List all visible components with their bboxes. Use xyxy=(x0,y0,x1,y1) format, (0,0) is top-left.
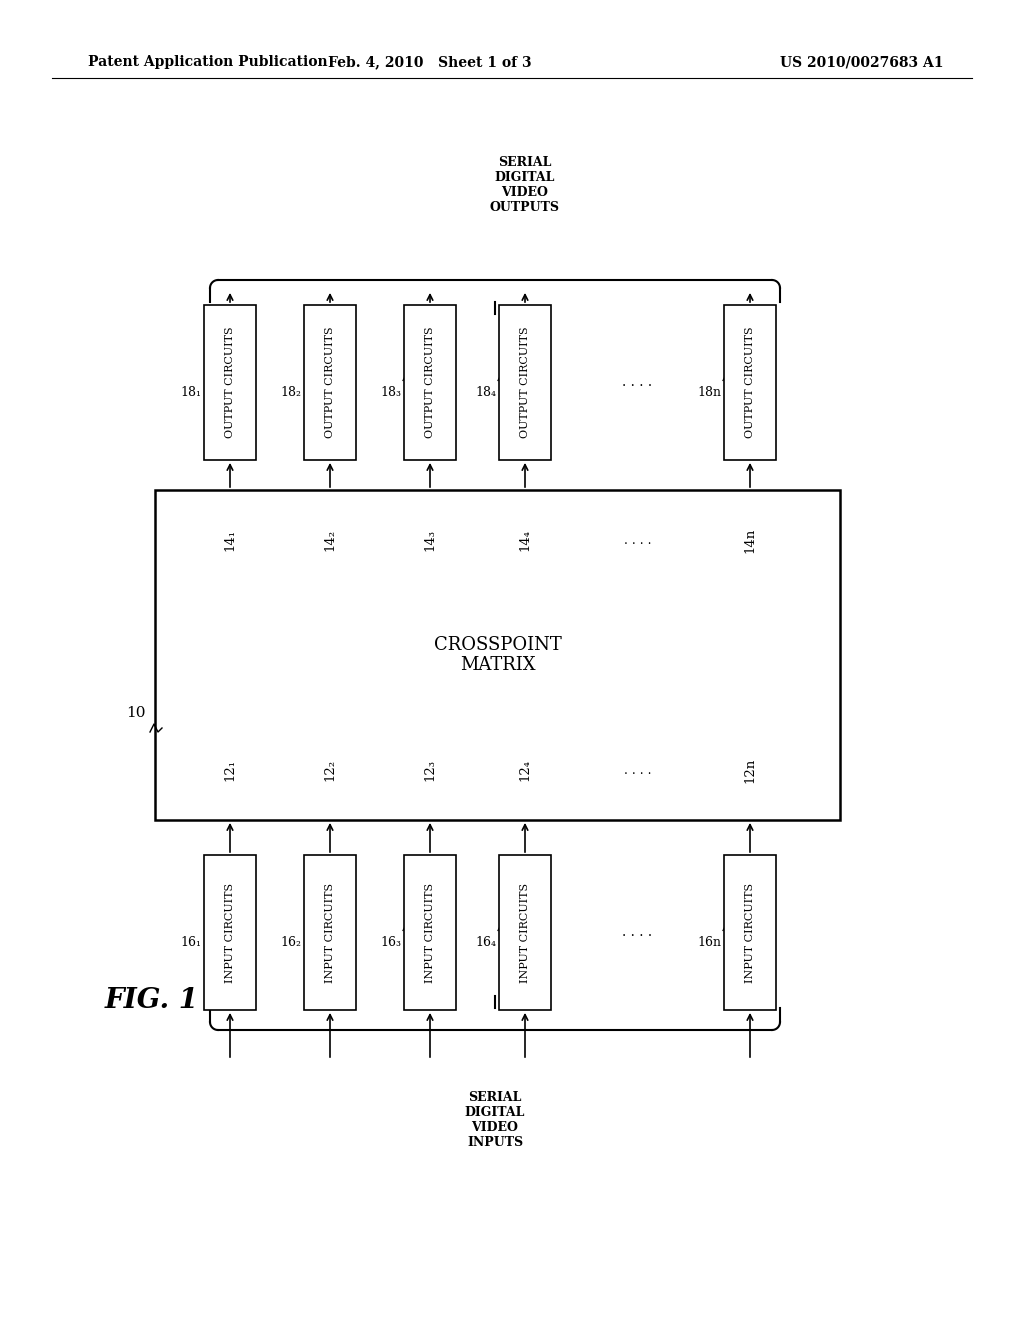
Text: INPUT CIRCUITS: INPUT CIRCUITS xyxy=(520,883,530,982)
Text: 16₄: 16₄ xyxy=(475,936,496,949)
Text: 12₃: 12₃ xyxy=(424,759,436,781)
Text: . . . .: . . . . xyxy=(624,533,651,546)
Text: 18n: 18n xyxy=(697,385,721,399)
Text: OUTPUT CIRCUITS: OUTPUT CIRCUITS xyxy=(225,326,234,438)
Text: 12₄: 12₄ xyxy=(518,759,531,781)
Bar xyxy=(304,855,356,1010)
Bar xyxy=(304,305,356,459)
Text: 16n: 16n xyxy=(697,936,721,949)
Bar xyxy=(404,305,456,459)
Text: INPUT CIRCUITS: INPUT CIRCUITS xyxy=(745,883,755,982)
Text: 14₄: 14₄ xyxy=(518,529,531,550)
Text: 14₁: 14₁ xyxy=(223,529,237,550)
Text: 18₃: 18₃ xyxy=(380,385,401,399)
Bar xyxy=(724,305,776,459)
Text: OUTPUT CIRCUITS: OUTPUT CIRCUITS xyxy=(520,326,530,438)
Text: 10: 10 xyxy=(127,706,146,719)
Text: 18₄: 18₄ xyxy=(475,385,496,399)
Text: 12n: 12n xyxy=(743,758,757,783)
Text: CROSSPOINT
MATRIX: CROSSPOINT MATRIX xyxy=(433,636,561,675)
Text: Patent Application Publication: Patent Application Publication xyxy=(88,55,328,69)
Bar xyxy=(204,855,256,1010)
Text: INPUT CIRCUITS: INPUT CIRCUITS xyxy=(325,883,335,982)
Text: 16₃: 16₃ xyxy=(380,936,401,949)
Text: 18₁: 18₁ xyxy=(180,385,201,399)
Bar xyxy=(404,855,456,1010)
Text: 14₂: 14₂ xyxy=(324,529,337,550)
Text: INPUT CIRCUITS: INPUT CIRCUITS xyxy=(425,883,435,982)
Text: 12₁: 12₁ xyxy=(223,759,237,781)
Text: SERIAL
DIGITAL
VIDEO
INPUTS: SERIAL DIGITAL VIDEO INPUTS xyxy=(465,1092,525,1148)
Text: 14n: 14n xyxy=(743,528,757,553)
Text: INPUT CIRCUITS: INPUT CIRCUITS xyxy=(225,883,234,982)
Text: 12₂: 12₂ xyxy=(324,759,337,781)
Text: . . . .: . . . . xyxy=(623,925,652,940)
Bar xyxy=(499,855,551,1010)
Bar xyxy=(499,305,551,459)
Text: FIG. 1: FIG. 1 xyxy=(105,986,199,1014)
Text: 16₂: 16₂ xyxy=(280,936,301,949)
Text: OUTPUT CIRCUITS: OUTPUT CIRCUITS xyxy=(425,326,435,438)
Text: OUTPUT CIRCUITS: OUTPUT CIRCUITS xyxy=(745,326,755,438)
Text: OUTPUT CIRCUITS: OUTPUT CIRCUITS xyxy=(325,326,335,438)
Bar xyxy=(724,855,776,1010)
Text: . . . .: . . . . xyxy=(624,763,651,776)
Text: 14₃: 14₃ xyxy=(424,529,436,550)
Text: SERIAL
DIGITAL
VIDEO
OUTPUTS: SERIAL DIGITAL VIDEO OUTPUTS xyxy=(490,156,560,214)
Bar xyxy=(155,490,840,820)
Text: 16₁: 16₁ xyxy=(180,936,201,949)
Text: US 2010/0027683 A1: US 2010/0027683 A1 xyxy=(780,55,943,69)
Bar xyxy=(204,305,256,459)
Text: Feb. 4, 2010   Sheet 1 of 3: Feb. 4, 2010 Sheet 1 of 3 xyxy=(328,55,531,69)
Text: 18₂: 18₂ xyxy=(280,385,301,399)
Text: . . . .: . . . . xyxy=(623,375,652,389)
